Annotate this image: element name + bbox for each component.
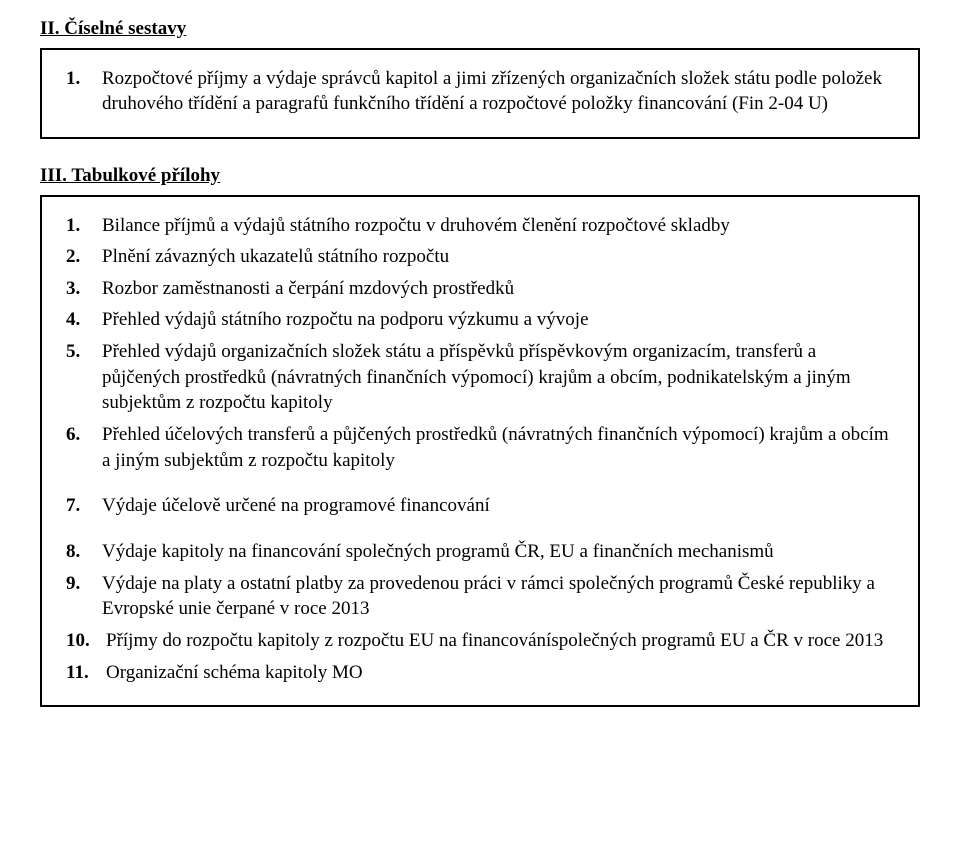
item-number: 9. <box>66 571 102 622</box>
item-number: 8. <box>66 539 102 565</box>
item-text: Výdaje na platy a ostatní platby za prov… <box>102 571 894 622</box>
item-text: Výdaje účelově určené na programové fina… <box>102 493 894 519</box>
item-number: 6. <box>66 422 102 473</box>
item-text: Plnění závazných ukazatelů státního rozp… <box>102 244 894 270</box>
list-item: 10. Příjmy do rozpočtu kapitoly z rozpoč… <box>66 628 894 654</box>
list-item: 3. Rozbor zaměstnanosti a čerpání mzdový… <box>66 276 894 302</box>
list-item: 1. Bilance příjmů a výdajů státního rozp… <box>66 213 894 239</box>
item-number: 3. <box>66 276 102 302</box>
item-number: 7. <box>66 493 102 519</box>
item-text: Přehled výdajů státního rozpočtu na podp… <box>102 307 894 333</box>
item-text: Rozbor zaměstnanosti a čerpání mzdových … <box>102 276 894 302</box>
item-text: Bilance příjmů a výdajů státního rozpočt… <box>102 213 894 239</box>
section-iii-list: 1. Bilance příjmů a výdajů státního rozp… <box>66 213 894 686</box>
list-item: 7. Výdaje účelově určené na programové f… <box>66 493 894 519</box>
item-text: Příjmy do rozpočtu kapitoly z rozpočtu E… <box>106 628 894 654</box>
spacer <box>66 525 894 533</box>
item-number: 5. <box>66 339 102 416</box>
item-text: Přehled účelových transferů a půjčených … <box>102 422 894 473</box>
section-iii-box: 1. Bilance příjmů a výdajů státního rozp… <box>40 195 920 708</box>
list-item: 9. Výdaje na platy a ostatní platby za p… <box>66 571 894 622</box>
item-text: Výdaje kapitoly na financování společnýc… <box>102 539 894 565</box>
item-text: Organizační schéma kapitoly MO <box>106 660 894 686</box>
item-text: Rozpočtové příjmy a výdaje správců kapit… <box>102 66 894 117</box>
spacer <box>66 479 894 487</box>
item-number: 1. <box>66 213 102 239</box>
list-item: 8. Výdaje kapitoly na financování společ… <box>66 539 894 565</box>
section-iii-header: III. Tabulkové přílohy <box>40 163 920 189</box>
item-number: 4. <box>66 307 102 333</box>
item-number: 1. <box>66 66 102 117</box>
section-ii-box: 1. Rozpočtové příjmy a výdaje správců ka… <box>40 48 920 139</box>
section-ii-header: II. Číselné sestavy <box>40 16 920 42</box>
list-item: 6. Přehled účelových transferů a půjčený… <box>66 422 894 473</box>
item-number: 2. <box>66 244 102 270</box>
item-number: 10. <box>66 628 106 654</box>
list-item: 2. Plnění závazných ukazatelů státního r… <box>66 244 894 270</box>
item-number: 11. <box>66 660 106 686</box>
list-item: 5. Přehled výdajů organizačních složek s… <box>66 339 894 416</box>
item-text: Přehled výdajů organizačních složek stát… <box>102 339 894 416</box>
list-item: 4. Přehled výdajů státního rozpočtu na p… <box>66 307 894 333</box>
section-ii-list: 1. Rozpočtové příjmy a výdaje správců ka… <box>66 66 894 117</box>
list-item: 1. Rozpočtové příjmy a výdaje správců ka… <box>66 66 894 117</box>
list-item: 11. Organizační schéma kapitoly MO <box>66 660 894 686</box>
